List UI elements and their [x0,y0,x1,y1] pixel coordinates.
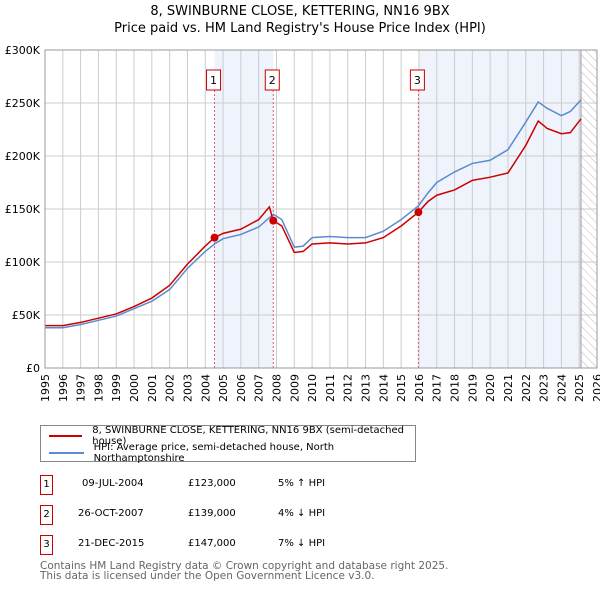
sale-row: 2 26-OCT-2007 £139,000 4% ↓ HPI [40,505,600,525]
x-tick-label: 2004 [199,374,212,402]
x-tick-label: 2007 [253,374,266,402]
footer: Contains HM Land Registry data © Crown c… [40,560,449,582]
sale-label-box [409,69,425,91]
legend-property: 8, SWINBURNE CLOSE, KETTERING, NN16 9BX … [92,425,404,447]
sale-label: 3 [414,74,421,87]
x-tick-label: 1997 [75,374,88,402]
x-tick-label: 2017 [431,374,444,402]
sale-point [269,216,278,225]
x-tick-label: 2001 [146,374,159,402]
x-tick-label: 2021 [502,374,515,402]
legend-blue-line [49,452,84,454]
x-tick-label: 2005 [217,374,230,402]
sale-price: £123,000 [188,478,236,489]
x-tick-label: 2003 [181,374,194,402]
plot-border [44,49,598,369]
x-tick-label: 2006 [235,374,248,402]
x-tick-label: 2008 [270,374,283,402]
x-tick-label: 1996 [57,374,70,402]
legend-hpi: HPI: Average price, semi-detached house,… [93,442,335,464]
sale-hpi-diff: 7% ↓ HPI [278,538,326,549]
x-tick-label: 2024 [555,374,568,402]
x-tick-label: 2018 [449,374,462,402]
x-tick-label: 2009 [288,374,301,402]
x-tick-label: 2014 [377,374,390,402]
y-tick-label: £100K [5,256,41,269]
x-tick-label: 2002 [164,374,177,402]
x-tick-label: 2010 [306,374,319,402]
x-tick-label: 2000 [128,374,141,402]
x-tick-label: 2026 [591,374,600,402]
sale-hpi-diff: 5% ↑ HPI [278,478,326,489]
sale-row: 1 09-JUL-2004 £123,000 5% ↑ HPI [40,475,600,495]
hpi-line [45,99,582,329]
sale-price: £139,000 [188,508,236,519]
chart-subtitle: Price paid vs. HM Land Registry's House … [114,21,486,36]
sale-date: 09-JUL-2004 [82,478,144,489]
sale-marker-box: 3 [40,535,53,555]
x-tick-label: 2025 [573,374,586,402]
sale-point [414,208,423,217]
y-tick-label: £0 [26,362,40,375]
sale-marker-box: 2 [40,505,53,525]
footer-line-1: Contains HM Land Registry data © Crown c… [40,560,449,572]
x-tick-label: 2016 [413,374,426,402]
x-tick-label: 2019 [466,374,479,402]
y-tick-label: £50K [12,309,41,322]
legend: 8, SWINBURNE CLOSE, KETTERING, NN16 9BX … [40,425,416,464]
chart-title: 8, SWINBURNE CLOSE, KETTERING, NN16 9BX [150,4,450,19]
x-tick-label: 2012 [342,374,355,402]
sale-date: 21-DEC-2015 [78,538,145,549]
footer-line-2: This data is licensed under the Open Gov… [40,570,375,582]
sale-row: 3 21-DEC-2015 £147,000 7% ↓ HPI [40,535,600,555]
y-tick-label: £300K [5,44,41,57]
sale-date: 26-OCT-2007 [78,508,144,519]
y-tick-label: £150K [5,203,41,216]
y-tick-label: £200K [5,150,41,163]
sale-hpi-diff: 4% ↓ HPI [278,508,326,519]
x-tick-label: 2013 [360,374,373,402]
x-tick-label: 2011 [324,374,337,402]
sale-price: £147,000 [188,538,236,549]
sale-label: 1 [210,74,217,87]
sale-marker-box: 1 [40,475,53,495]
x-tick-label: 2015 [395,374,408,402]
legend-red-line [49,435,83,437]
sale-point [210,233,219,242]
x-tick-label: 2022 [520,374,533,402]
sale-label-box [264,69,280,91]
x-tick-label: 2020 [484,374,497,402]
x-tick-label: 1999 [110,374,123,402]
sale-label-box [206,69,222,91]
y-tick-label: £250K [5,97,41,110]
chart-plot: 1995 1996 1997 1998 1999 2000 2001 2002 2003 2004… [5,44,600,402]
price-line [45,118,582,327]
x-tick-label: 1998 [92,374,105,402]
sale-label: 2 [269,74,276,87]
x-tick-label: 1995 [39,374,52,402]
x-tick-label: 2023 [538,374,551,402]
